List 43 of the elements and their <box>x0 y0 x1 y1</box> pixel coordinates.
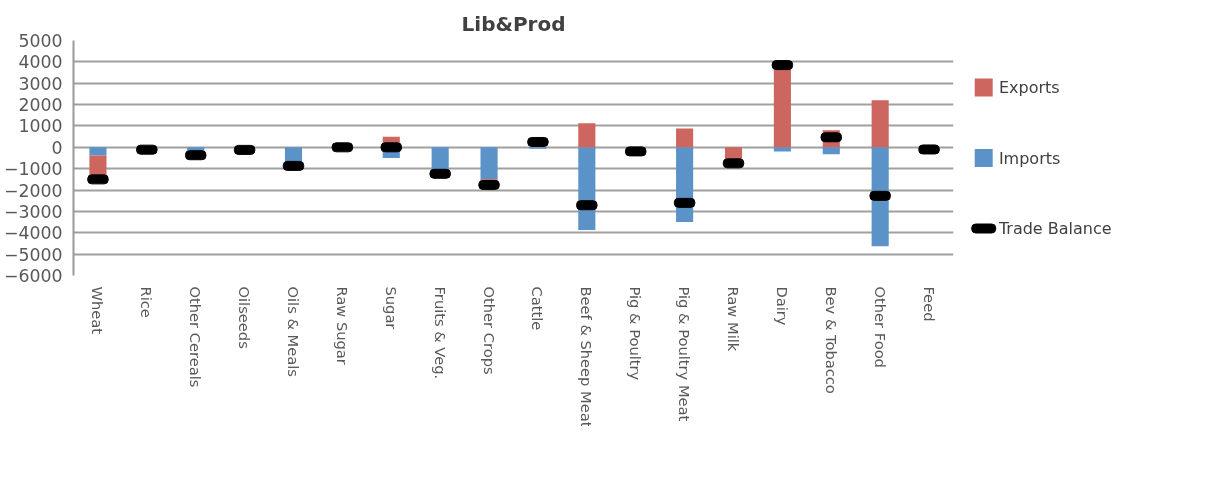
x-tick-label: Rice <box>138 286 156 318</box>
x-tick-label: Pig & Poultry Meat <box>676 286 694 422</box>
y-tick-label: −6000 <box>3 266 63 286</box>
y-tick-label: 4000 <box>18 52 63 73</box>
bar <box>578 123 596 148</box>
bar <box>773 147 791 152</box>
y-tick-label: −5000 <box>3 244 63 265</box>
chart-title: Lib&Prod <box>461 11 566 36</box>
y-tick-label: −1000 <box>3 159 63 180</box>
x-tick-label: Bev & Tobacco <box>822 286 840 394</box>
x-tick-label: Fruits & Veg. <box>431 286 449 380</box>
x-tick-label: Other Food <box>871 286 889 368</box>
legend-label: Exports <box>998 78 1060 97</box>
y-tick-label: 5000 <box>18 31 63 51</box>
x-tick-label: Feed <box>920 286 938 322</box>
x-tick-label: Raw Sugar <box>333 286 351 366</box>
x-tick-label: Raw Milk <box>725 286 742 352</box>
x-tick-label: Oils & Meals <box>285 286 302 377</box>
x-tick-label: Pig & Poultry <box>627 286 645 381</box>
bar <box>871 100 889 148</box>
bar <box>89 147 107 156</box>
x-tick-label: Other Cereals <box>187 286 205 388</box>
legend-label: Imports <box>998 148 1061 168</box>
x-tick-label: Sugar <box>382 286 400 331</box>
bar <box>480 147 498 180</box>
legend-label: Trade Balance <box>997 219 1112 238</box>
x-tick-label: Oilseeds <box>236 286 254 349</box>
y-tick-label: 2000 <box>18 95 63 116</box>
bar <box>676 128 694 148</box>
x-tick-label: Dairy <box>773 286 791 326</box>
x-tick-label: Cattle <box>529 286 547 331</box>
y-tick-label: 0 <box>51 137 63 158</box>
y-tick-label: −2000 <box>3 180 63 201</box>
bar <box>822 147 840 155</box>
bar <box>89 155 107 176</box>
y-tick-label: −3000 <box>3 201 63 222</box>
bar <box>724 147 743 160</box>
x-tick-label: Other Crops <box>480 286 498 375</box>
bar <box>431 147 449 171</box>
y-tick-label: −4000 <box>3 223 63 244</box>
y-tick-label: 3000 <box>18 73 63 94</box>
y-tick-label: 1000 <box>18 116 63 137</box>
x-tick-label: Wheat <box>89 286 107 335</box>
